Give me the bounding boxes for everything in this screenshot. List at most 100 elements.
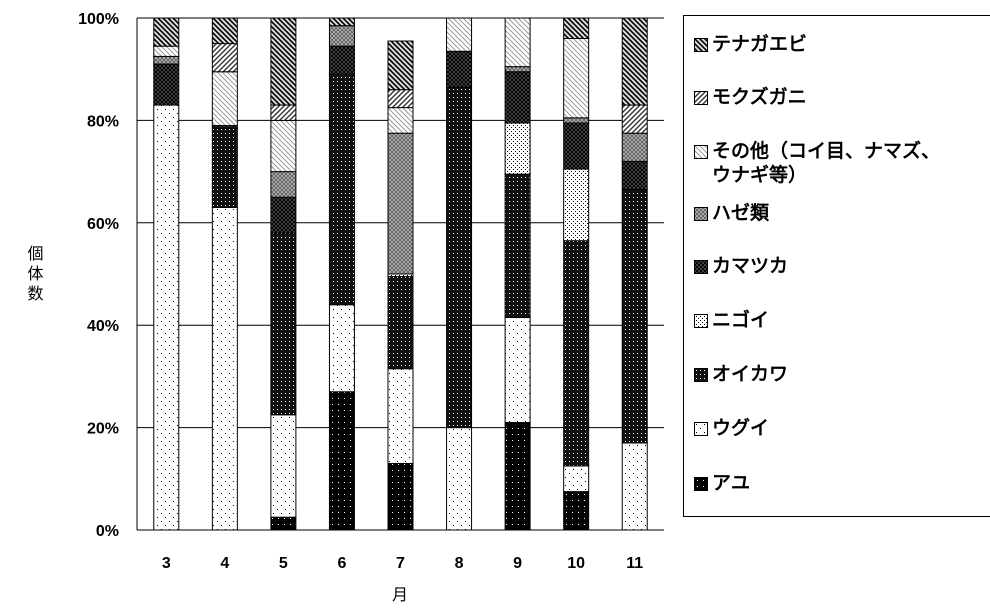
legend-item: アユ [694,471,750,495]
bar-segment [504,173,531,319]
legend-swatch [694,314,708,328]
legend-item: テナガエビ [694,32,807,56]
legend-item: ハゼ類 [694,201,769,225]
x-tick-label: 4 [220,555,229,572]
bar-segment [270,17,297,106]
legend-swatch [694,368,708,382]
bar-segment [446,17,473,52]
legend-swatch [694,207,708,221]
y-tick-label: 80% [87,113,119,130]
bar-segment [446,427,473,531]
legend: テナガエビモクズガニその他（コイ目、ナマズ、 ウナギ等） ハゼ類カマツカニゴイオイカ… [683,15,990,517]
legend-swatch [694,260,708,274]
bar-segment [153,55,180,65]
bar-segment [563,122,590,170]
y-tick-labels: 0% 20% 40% 60% 80% 100% [78,11,119,540]
bar-segment [621,17,648,106]
bar-segment [153,17,180,47]
bar-segment [621,104,648,134]
bar-segment [328,45,355,75]
bar-segment [211,206,238,531]
bar-segment [563,240,590,467]
legend-label: ハゼ類 [712,202,770,224]
legend-label: アユ [712,472,751,494]
x-tick-label: 8 [455,555,464,572]
bar-segment [387,107,414,134]
y-tick-label: 60% [87,216,119,233]
bar-segment [504,122,531,175]
legend-swatch [694,91,708,105]
legend-label: ウグイ [712,417,770,439]
bar-segment [504,66,531,73]
bar-segment [270,196,297,234]
bar-segment [270,414,297,518]
bar-segment [328,73,355,306]
legend-item: ウグイ [694,416,769,440]
bar-segment [621,189,648,444]
y-tick-label: 20% [87,421,119,438]
x-axis-title: 月 [392,585,408,604]
x-tick-label: 10 [567,555,585,572]
bar-segment [504,421,531,531]
bar-segment [211,127,238,208]
x-tick-label: 3 [162,555,171,572]
legend-item: ニゴイ [694,308,769,332]
bar-segment [328,391,355,531]
y-tick-label: 100% [78,11,119,28]
bar-segment [270,104,297,121]
bar-segment [504,317,531,423]
y-axis-title: 個体数 [25,245,44,305]
legend-label: テナガエビ [712,33,808,55]
bar-segment [387,368,414,464]
legend-label: カマツカ [712,255,789,277]
bar-segment [621,160,648,191]
bar-segment [328,304,355,393]
bar-segment [270,119,297,173]
bars [153,17,648,531]
y-tick-label: 0% [96,523,119,540]
bar-segment [387,89,414,109]
bar-segment [621,132,648,162]
bar-segment [270,232,297,416]
legend-label: ニゴイ [712,309,770,331]
bar-segment [504,71,531,124]
bar-segment [387,132,414,275]
legend-item: モクズガニ [694,85,807,109]
bar-segment [328,25,355,47]
x-tick-label: 5 [279,555,288,572]
bar-segment [563,168,590,242]
legend-swatch [694,38,708,52]
bar-segment [563,491,590,531]
bar-segment [211,43,238,73]
legend-swatch [694,145,708,159]
legend-label: その他（コイ目、ナマズ、 ウナギ等） [712,140,941,186]
bar-segment [563,17,590,39]
bar-segment [153,45,180,57]
legend-item: その他（コイ目、ナマズ、 ウナギ等） [694,139,940,187]
bar-segment [563,465,590,493]
bar-segment [504,17,531,68]
bar-segment [446,86,473,429]
bar-segment [387,462,414,531]
legend-label: モクズガニ [712,86,807,108]
x-tick-label: 9 [513,555,522,572]
legend-swatch [694,477,708,491]
legend-item: オイカワ [694,362,788,386]
bar-segment [563,117,590,124]
x-tick-label: 11 [626,555,643,572]
bar-segment [563,37,590,119]
y-tick-label: 40% [87,318,119,335]
legend-item: カマツカ [694,254,788,278]
bar-segment [621,442,648,531]
legend-label: オイカワ [712,363,789,385]
bar-segment [153,63,180,106]
bar-segment [270,171,297,198]
bar-segment [328,17,355,27]
bar-segment [270,516,297,531]
bar-segment [387,40,414,91]
bar-segment [387,276,414,370]
bar-segment [446,50,473,88]
x-tick-labels: 3 4 5 6 7 8 9 10 11 [162,555,643,572]
x-tick-label: 6 [337,555,346,572]
